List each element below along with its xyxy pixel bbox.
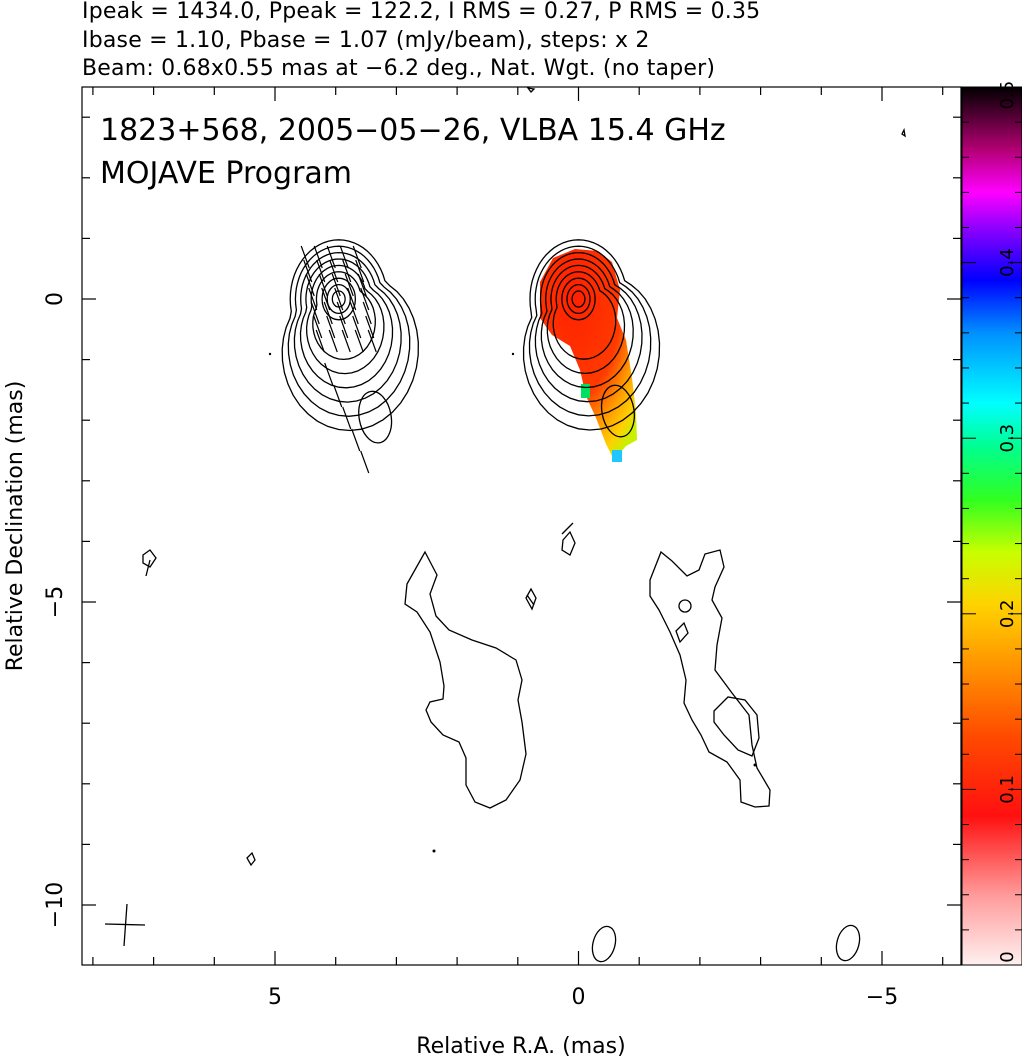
evpa-tick <box>315 329 325 353</box>
evpa-tick <box>316 259 326 283</box>
y-tick-label: −5 <box>43 586 68 618</box>
polarization-pixel <box>612 450 622 462</box>
contour-level <box>546 264 626 375</box>
evpa-tick <box>354 329 364 353</box>
evpa-tick <box>360 450 370 474</box>
evpa-tick <box>329 259 339 283</box>
evpa-tick <box>351 428 361 452</box>
evpa-tick <box>310 301 320 325</box>
colorbar-tick-label: 0.2 <box>997 599 1018 628</box>
evpa-vectors <box>300 245 377 474</box>
evpa-tick <box>334 287 344 311</box>
x-axis-label: Relative R.A. (mas) <box>416 1034 625 1059</box>
contour-level <box>281 239 419 432</box>
evpa-tick <box>339 245 349 269</box>
header-line-1: Ipeak = 1434.0, Ppeak = 122.2, I RMS = 0… <box>82 0 761 24</box>
contour-level <box>534 251 643 403</box>
noise-speck <box>753 763 757 767</box>
source-label: 1823+568, 2005−05−26, VLBA 15.4 GHz <box>100 113 726 148</box>
evpa-tick <box>362 301 372 325</box>
noise-speck <box>432 849 436 853</box>
contour-level <box>540 258 634 389</box>
evpa-tick <box>300 245 310 269</box>
evpa-tick <box>367 329 377 353</box>
evpa-tick <box>313 315 323 339</box>
diffuse-contours <box>142 87 906 963</box>
x-tick-label: 0 <box>572 985 586 1010</box>
evpa-tick <box>328 329 338 353</box>
y-axis-label: Relative Declination (mas) <box>3 381 28 672</box>
colorbar-tick-label: 0.5 <box>997 81 1018 110</box>
colorbar-tick-label: 0.1 <box>997 775 1018 804</box>
contour-level <box>326 283 351 315</box>
contour-level <box>321 277 357 321</box>
evpa-tick <box>339 315 349 339</box>
evpa-tick <box>355 259 365 283</box>
polarization-pixel <box>581 384 590 398</box>
header-line-2: Ibase = 1.10, Pbase = 1.07 (mJy/beam), s… <box>82 28 650 53</box>
noise-speck <box>511 352 515 356</box>
colorbar-tick-label: 0.4 <box>997 248 1018 277</box>
evpa-tick <box>303 259 313 283</box>
contour-level <box>299 258 394 389</box>
evpa-tick <box>341 329 351 353</box>
evpa-tick <box>352 245 362 269</box>
contour-level <box>305 264 385 375</box>
plot-frame <box>81 86 962 966</box>
y-tick-label: −10 <box>43 882 68 928</box>
contour-level <box>528 245 652 417</box>
evpa-tick <box>331 273 341 297</box>
evpa-tick <box>323 301 333 325</box>
intensity-contours <box>281 239 661 444</box>
axis-ticks <box>82 87 961 965</box>
evpa-tick <box>360 287 370 311</box>
evpa-tick <box>336 301 346 325</box>
evpa-tick <box>342 259 352 283</box>
contour-level <box>552 271 617 360</box>
evpa-tick <box>357 273 367 297</box>
x-tick-label: −5 <box>866 985 898 1010</box>
evpa-tick <box>308 287 318 311</box>
evpa-tick <box>326 245 336 269</box>
beam-marker <box>104 903 146 947</box>
contour-level <box>287 245 411 417</box>
fractional-polarization-map <box>540 249 637 460</box>
colorbar-tick-label: 0.3 <box>997 424 1018 453</box>
evpa-tick <box>365 315 375 339</box>
y-tick-label: 0 <box>43 292 68 306</box>
evpa-tick <box>342 406 352 430</box>
evpa-tick <box>326 315 336 339</box>
knot-contour <box>600 384 635 438</box>
evpa-tick <box>333 384 343 408</box>
colorbar-ticks <box>962 86 1022 966</box>
evpa-tick <box>318 273 328 297</box>
evpa-tick <box>347 287 357 311</box>
x-tick-label: 5 <box>268 985 282 1010</box>
program-label: MOJAVE Program <box>100 156 352 191</box>
contour-level <box>561 277 596 321</box>
evpa-tick <box>324 362 334 386</box>
evpa-tick <box>349 301 359 325</box>
header-line-3: Beam: 0.68x0.55 mas at −6.2 deg., Nat. W… <box>82 56 716 81</box>
colorbar-tick-label: 0 <box>997 951 1018 962</box>
knot-contour <box>358 390 393 444</box>
evpa-tick <box>313 245 323 269</box>
evpa-tick <box>321 287 331 311</box>
contour-level <box>571 290 586 308</box>
noise-speck <box>268 352 272 356</box>
evpa-tick <box>352 315 362 339</box>
contour-level <box>566 283 591 315</box>
contour-level <box>522 239 661 431</box>
evpa-tick <box>344 273 354 297</box>
evpa-tick <box>305 273 315 297</box>
colorbar <box>961 86 1022 966</box>
